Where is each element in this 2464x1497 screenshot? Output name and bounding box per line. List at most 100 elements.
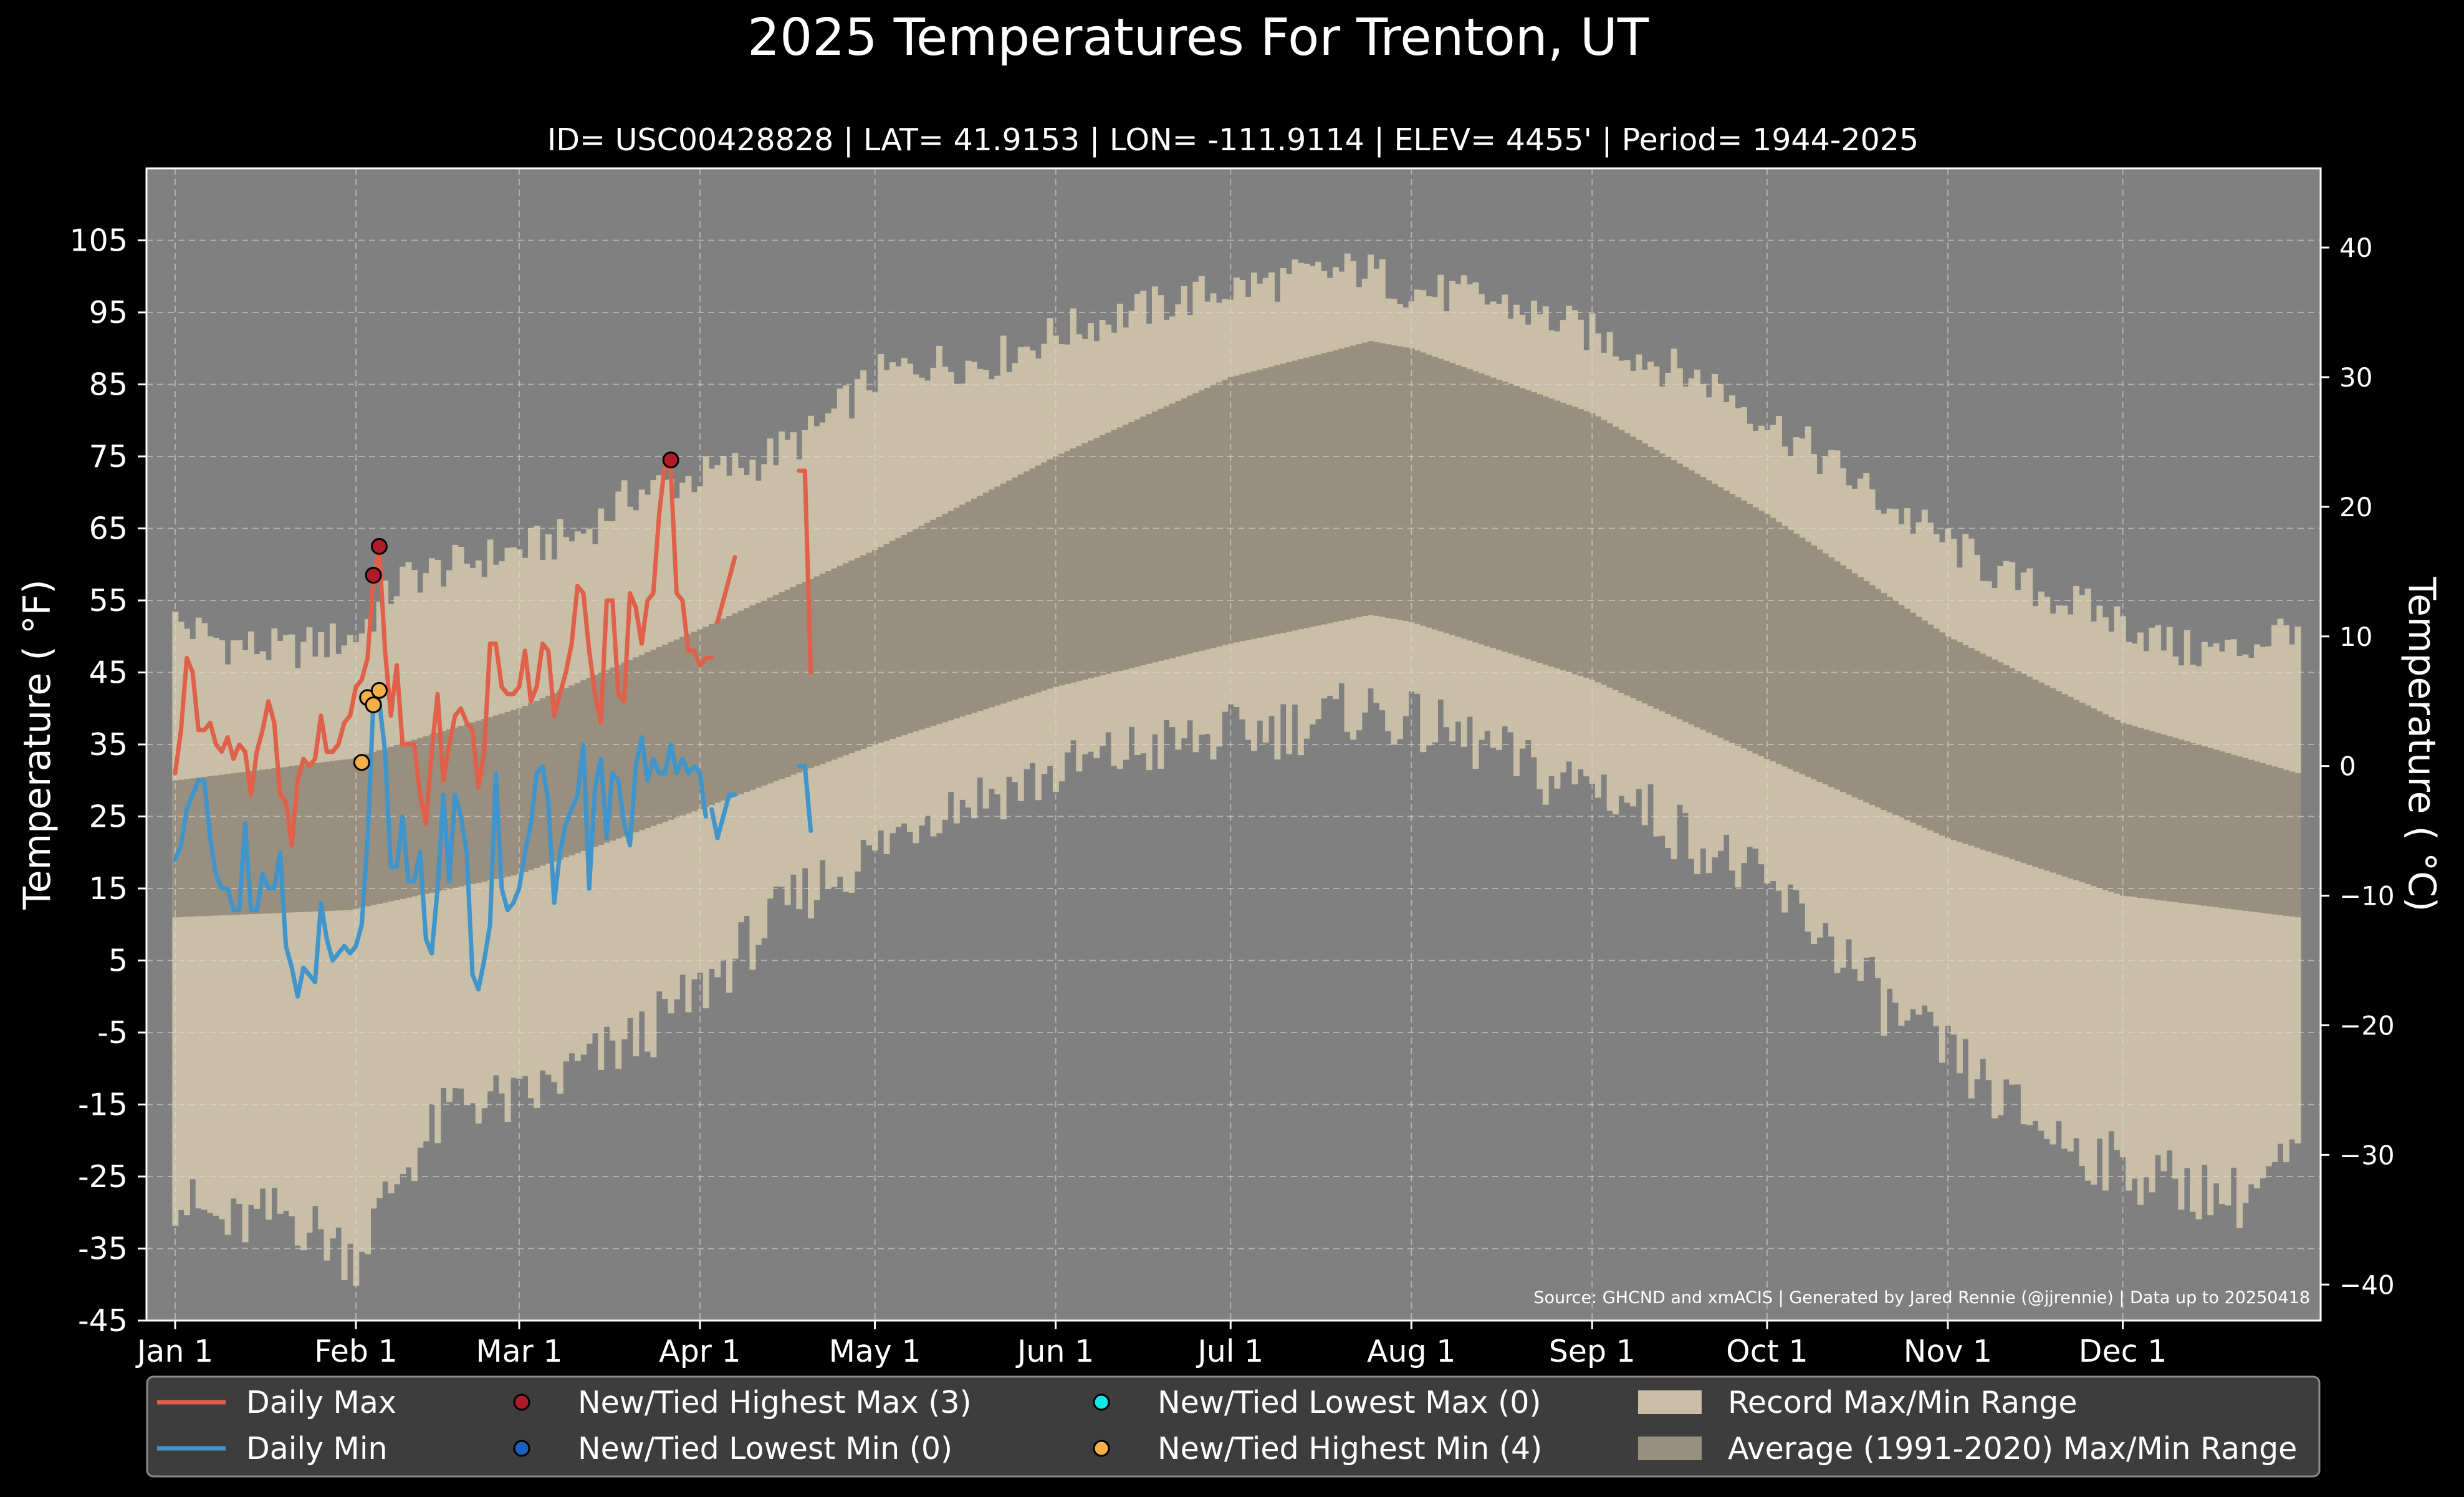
average-range-bar — [790, 587, 797, 775]
record-range-bar — [266, 660, 272, 1220]
average-range-bar — [813, 576, 820, 766]
average-range-bar — [1624, 433, 1631, 696]
average-range-bar — [1881, 593, 1887, 811]
average-range-bar — [335, 760, 342, 911]
average-range-bar — [1292, 360, 1298, 631]
average-range-bar — [1606, 423, 1613, 688]
average-range-bar — [1811, 546, 1818, 779]
record-range-bar — [254, 654, 261, 1210]
average-range-bar — [1665, 456, 1672, 715]
record-range-bar — [341, 645, 348, 1280]
y-tick-label-left: 85 — [89, 367, 128, 403]
average-range-bar — [487, 717, 494, 880]
average-range-bar — [883, 544, 890, 741]
record-range-bar — [207, 636, 214, 1213]
average-range-bar — [1239, 374, 1246, 642]
y-tick-label-right: −10 — [2339, 881, 2395, 912]
average-range-bar — [306, 764, 313, 912]
average-range-bar — [1770, 517, 1776, 762]
legend-dot-swatch — [513, 1440, 530, 1457]
y-tick-label-right: 0 — [2339, 751, 2356, 782]
record-range-bar — [2225, 640, 2232, 1206]
average-range-bar — [1945, 636, 1952, 839]
average-range-bar — [1245, 372, 1252, 640]
average-range-bar — [388, 746, 395, 902]
average-range-bar — [1326, 352, 1333, 623]
average-range-bar — [1758, 511, 1765, 756]
average-range-bar — [417, 738, 424, 895]
average-range-bar — [1682, 466, 1689, 722]
daily-max-line — [715, 555, 737, 625]
average-range-bar — [1297, 359, 1304, 630]
average-range-bar — [2026, 676, 2033, 865]
record-range-bar — [289, 634, 295, 1216]
record-range-bar — [2248, 658, 2255, 1185]
average-range-bar — [201, 777, 208, 917]
average-range-bar — [1641, 443, 1648, 704]
average-range-bar — [1992, 659, 1998, 854]
average-range-bar — [2289, 771, 2296, 917]
average-range-bar — [1892, 600, 1899, 816]
average-range-bar — [901, 534, 908, 736]
average-range-bar — [1134, 419, 1141, 667]
average-range-bar — [889, 541, 896, 739]
record-range-bar — [2207, 647, 2214, 1216]
average-range-bar — [1303, 357, 1310, 628]
average-range-bar — [702, 627, 709, 807]
legend-label: New/Tied Lowest Max (0) — [1158, 1385, 1541, 1420]
average-range-bar — [2277, 768, 2284, 915]
average-range-bar — [2184, 741, 2190, 904]
average-range-bar — [557, 690, 563, 860]
y-tick-label-left: -25 — [78, 1159, 128, 1195]
record-range-bar — [2178, 665, 2185, 1210]
average-range-bar — [1735, 497, 1742, 746]
average-range-bar — [382, 748, 389, 903]
average-range-bar — [353, 757, 360, 909]
legend-patch-swatch — [1638, 1390, 1702, 1414]
average-range-bar — [266, 769, 272, 914]
daily-max-line — [797, 468, 813, 675]
average-range-bar — [586, 678, 593, 849]
average-range-bar — [1268, 367, 1275, 635]
average-range-bar — [1502, 382, 1508, 652]
record-range-bar — [2195, 666, 2202, 1220]
record-range-bar — [219, 640, 226, 1220]
average-range-bar — [1939, 632, 1945, 835]
average-range-bar — [860, 555, 867, 749]
average-range-bar — [1525, 390, 1532, 660]
y-axis-label-left: Temperature ( °F) — [16, 579, 59, 910]
average-range-bar — [329, 761, 336, 911]
x-tick-label: Jan 1 — [135, 1334, 213, 1369]
x-tick-label: Jul 1 — [1196, 1334, 1263, 1369]
average-range-bar — [1723, 490, 1730, 741]
average-range-bar — [749, 605, 756, 790]
average-range-bar — [1105, 432, 1112, 674]
record-range-bar — [335, 653, 342, 1228]
record-range-bar — [2149, 627, 2155, 1193]
average-range-bar — [1396, 346, 1403, 620]
average-range-bar — [1910, 612, 1917, 823]
average-range-bar — [1956, 642, 1963, 842]
average-range-bar — [2190, 743, 2197, 905]
x-tick-label: Sep 1 — [1549, 1334, 1636, 1369]
average-range-bar — [1286, 362, 1293, 632]
average-range-bar — [294, 765, 301, 913]
record-range-bar — [2049, 614, 2056, 1145]
average-range-bar — [714, 621, 721, 803]
average-range-bar — [2294, 773, 2301, 918]
average-range-bar — [1385, 344, 1392, 619]
average-range-bar — [1029, 468, 1036, 695]
average-range-bar — [469, 722, 476, 884]
average-range-bar — [1274, 365, 1281, 634]
record-range-bar — [2213, 643, 2220, 1183]
y-tick-label-left: 45 — [89, 655, 128, 691]
record-range-bar — [347, 635, 353, 1244]
average-range-bar — [2260, 763, 2266, 913]
average-range-bar — [1519, 388, 1526, 658]
average-range-bar — [1332, 350, 1339, 622]
average-range-bar — [662, 644, 669, 822]
y-tick-label-right: −40 — [2339, 1269, 2395, 1300]
average-range-bar — [1542, 396, 1549, 665]
average-range-bar — [1869, 585, 1876, 805]
average-range-bar — [2091, 708, 2097, 887]
